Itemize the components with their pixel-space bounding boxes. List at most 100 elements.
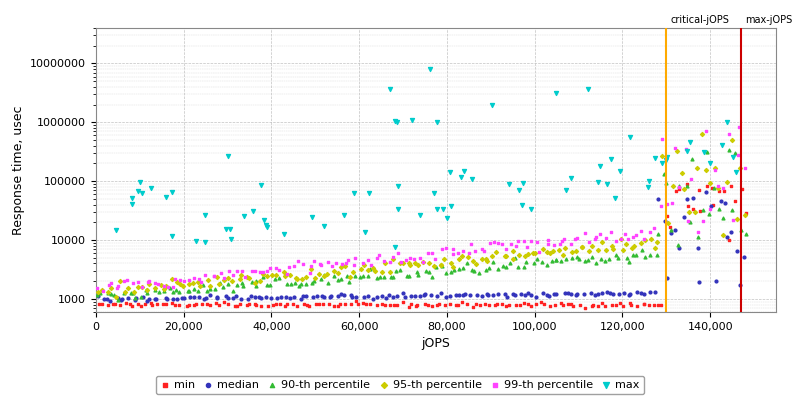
90-th percentile (281, 281, 294, 287)
99-th percentile (254, 268, 266, 275)
max (338, 212, 350, 218)
min (682, 203, 694, 209)
median (660, 275, 673, 281)
min (502, 302, 515, 308)
90-th percentile (509, 255, 522, 261)
90-th percentile (610, 252, 622, 258)
min (410, 303, 422, 310)
95-th percentile (490, 248, 502, 255)
min (567, 302, 580, 309)
99-th percentile (627, 234, 640, 240)
95-th percentile (158, 286, 170, 292)
99-th percentile (308, 258, 321, 264)
95-th percentile (570, 248, 582, 254)
99-th percentile (499, 246, 512, 252)
90-th percentile (102, 290, 114, 296)
median (480, 291, 493, 298)
90-th percentile (187, 286, 200, 292)
99-th percentile (452, 250, 465, 256)
median (183, 294, 196, 300)
min (317, 300, 330, 307)
min (222, 301, 234, 307)
max (166, 233, 179, 239)
median (310, 293, 323, 300)
95-th percentile (174, 281, 186, 287)
99-th percentile (373, 252, 386, 258)
min (150, 300, 163, 307)
90-th percentile (214, 280, 226, 286)
95-th percentile (717, 231, 730, 238)
99-th percentile (347, 262, 360, 268)
95-th percentile (696, 131, 709, 137)
median (350, 294, 362, 300)
max (502, 181, 515, 187)
min (706, 202, 719, 208)
min (706, 184, 718, 191)
median (346, 294, 358, 300)
median (398, 294, 411, 300)
min (173, 302, 186, 309)
median (453, 292, 466, 298)
95-th percentile (712, 185, 725, 192)
max (455, 174, 468, 180)
95-th percentile (409, 260, 422, 266)
max (238, 213, 250, 220)
99-th percentile (404, 255, 417, 261)
min (131, 301, 144, 307)
95-th percentile (518, 253, 531, 260)
90-th percentile (491, 266, 504, 272)
99-th percentile (195, 279, 208, 285)
Y-axis label: Response time, usec: Response time, usec (12, 105, 25, 235)
90-th percentile (164, 285, 177, 292)
min (364, 301, 377, 307)
min (610, 301, 622, 308)
median (509, 292, 522, 298)
max (550, 90, 562, 96)
95-th percentile (655, 153, 668, 160)
99-th percentile (673, 183, 686, 190)
min (107, 301, 120, 308)
min (430, 302, 443, 308)
95-th percentile (445, 260, 458, 266)
99-th percentile (349, 255, 362, 262)
min (313, 301, 326, 307)
min (700, 182, 713, 189)
min (495, 300, 508, 307)
99-th percentile (530, 238, 543, 245)
median (700, 188, 713, 195)
95-th percentile (428, 262, 441, 269)
median (693, 278, 706, 285)
95-th percentile (537, 246, 550, 253)
99-th percentile (722, 130, 735, 137)
95-th percentile (479, 255, 492, 262)
max (414, 211, 426, 218)
min (466, 304, 479, 310)
90-th percentile (702, 210, 715, 217)
99-th percentile (599, 234, 612, 241)
95-th percentile (726, 137, 738, 144)
min (298, 301, 310, 308)
99-th percentile (283, 264, 296, 270)
median (409, 293, 422, 299)
90-th percentile (435, 262, 448, 269)
99-th percentile (555, 238, 568, 245)
median (255, 294, 268, 301)
99-th percentile (465, 240, 478, 247)
min (722, 237, 735, 243)
90-th percentile (374, 274, 386, 281)
90-th percentile (401, 272, 414, 279)
95-th percentile (328, 268, 341, 274)
90-th percentile (503, 260, 516, 266)
90-th percentile (621, 254, 634, 261)
99-th percentile (669, 144, 682, 151)
min (418, 300, 431, 307)
min (623, 300, 636, 307)
99-th percentile (214, 270, 227, 276)
median (294, 296, 307, 302)
99-th percentile (478, 248, 490, 254)
min (524, 303, 537, 309)
max (515, 202, 528, 208)
X-axis label: jOPS: jOPS (422, 337, 450, 350)
min (422, 301, 434, 308)
99-th percentile (532, 249, 545, 255)
